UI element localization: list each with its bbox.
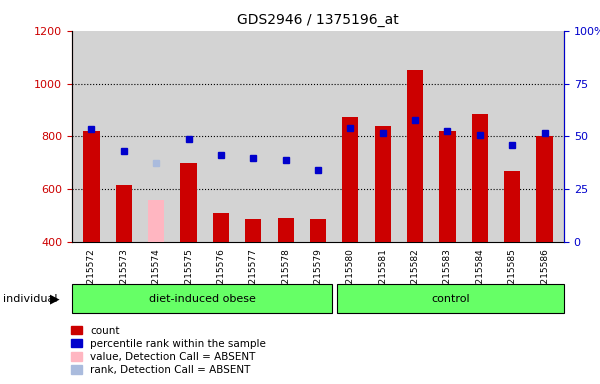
Bar — [536, 136, 553, 242]
Bar — [245, 219, 262, 242]
Bar — [116, 185, 132, 242]
Text: diet-induced obese: diet-induced obese — [149, 293, 256, 304]
Bar — [310, 220, 326, 242]
Bar — [181, 163, 197, 242]
Bar — [374, 126, 391, 242]
Title: GDS2946 / 1375196_at: GDS2946 / 1375196_at — [237, 13, 399, 27]
Bar — [213, 214, 229, 242]
Text: individual: individual — [3, 293, 61, 304]
Bar — [504, 171, 520, 242]
Bar — [83, 131, 100, 242]
Bar — [148, 200, 164, 242]
Bar — [472, 114, 488, 242]
Bar — [439, 131, 455, 242]
Bar — [407, 70, 423, 242]
Text: ▶: ▶ — [50, 292, 59, 305]
Text: control: control — [431, 293, 470, 304]
Legend: count, percentile rank within the sample, value, Detection Call = ABSENT, rank, : count, percentile rank within the sample… — [71, 326, 266, 375]
Bar — [278, 218, 294, 242]
Bar — [342, 118, 358, 242]
